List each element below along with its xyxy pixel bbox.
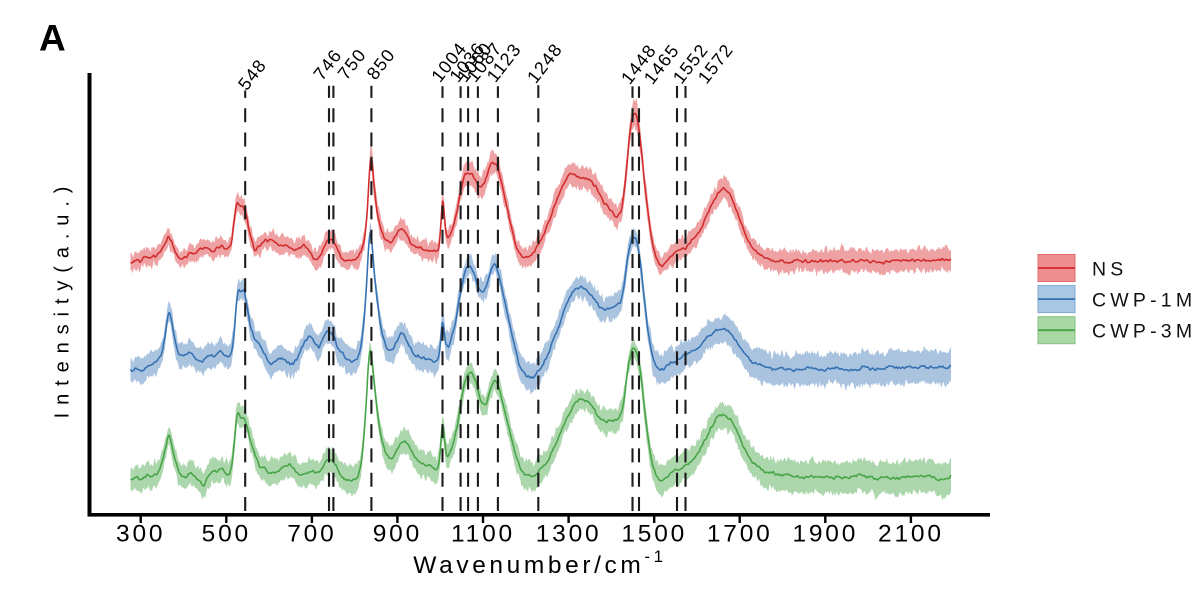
svg-text:1100: 1100 — [451, 521, 515, 548]
svg-text:Wavenumber/cm-1: Wavenumber/cm-1 — [413, 547, 666, 579]
svg-text:1500: 1500 — [621, 521, 687, 548]
svg-text:1700: 1700 — [707, 521, 773, 548]
svg-text:1300: 1300 — [536, 521, 602, 548]
svg-text:700: 700 — [287, 521, 336, 548]
svg-text:CWP-3M: CWP-3M — [1092, 321, 1196, 343]
svg-text:300: 300 — [116, 521, 165, 548]
svg-text:Intensity(a.u.): Intensity(a.u.) — [51, 179, 73, 419]
svg-text:CWP-1M: CWP-1M — [1092, 290, 1196, 312]
svg-text:2100: 2100 — [878, 521, 944, 548]
svg-text:500: 500 — [202, 521, 251, 548]
svg-text:900: 900 — [373, 521, 422, 548]
svg-text:NS: NS — [1092, 259, 1128, 281]
svg-text:A: A — [39, 18, 66, 59]
svg-text:1900: 1900 — [792, 521, 858, 548]
